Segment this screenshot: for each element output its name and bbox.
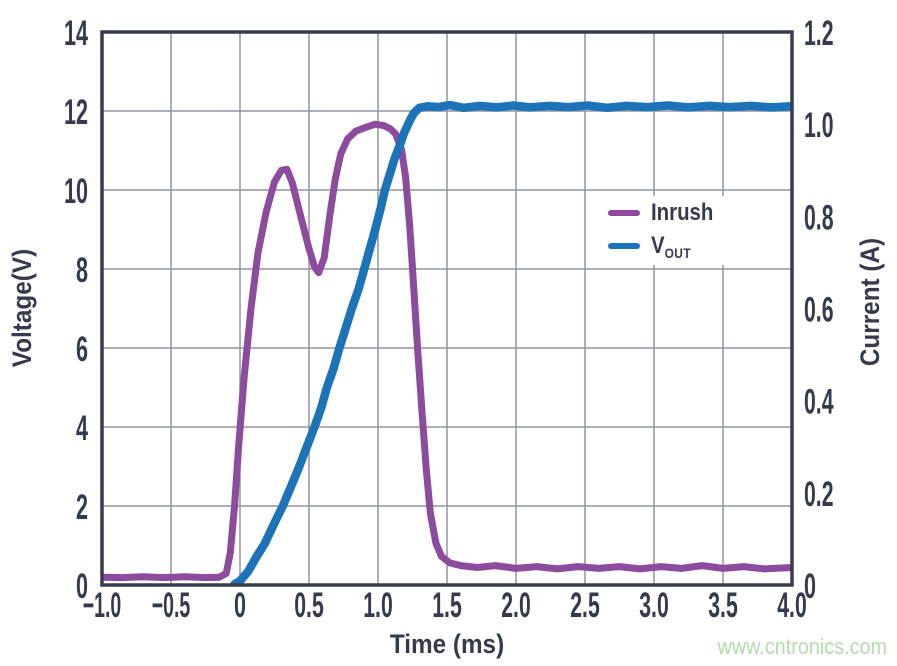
series-inrush-line xyxy=(102,120,792,582)
y-right-tick-label: 0.4 xyxy=(804,383,834,422)
y-left-tick-label: 8 xyxy=(76,251,88,290)
x-tick-label: −1.0 xyxy=(83,586,122,625)
y-right-tick-label: 0 xyxy=(804,567,816,606)
x-tick-label: 0 xyxy=(234,586,246,625)
x-tick-label: 2.0 xyxy=(501,586,531,625)
y-left-tick-label: 4 xyxy=(76,409,88,448)
x-tick-label: 3.5 xyxy=(708,586,738,625)
legend-label-vout: VOUT xyxy=(651,232,692,261)
x-tick-label: 4.0 xyxy=(777,586,807,625)
vout-color-swatch xyxy=(608,242,640,250)
y-left-tick-label: 2 xyxy=(76,488,88,527)
y-right-tick-label: 0.8 xyxy=(804,198,834,237)
y-left-tick-label: 10 xyxy=(64,172,88,211)
x-tick-label: 2.5 xyxy=(570,586,600,625)
legend-item-inrush: Inrush xyxy=(608,199,724,226)
inrush-color-swatch xyxy=(608,209,640,217)
plot-border xyxy=(100,30,794,587)
series-v-out-line xyxy=(230,100,792,586)
x-tick-label: −0.5 xyxy=(152,586,191,625)
x-tick-label: 3.0 xyxy=(639,586,669,625)
x-tick-label: 0.5 xyxy=(294,586,324,625)
y-right-tick-label: 0.6 xyxy=(804,291,834,330)
y-left-tick-label: 14 xyxy=(64,14,88,53)
y-right-tick-label: 0.2 xyxy=(804,475,834,514)
y-axis-title-right: Current (A) xyxy=(855,237,885,367)
legend-item-vout: VOUT xyxy=(608,232,724,261)
x-tick-label: 1.0 xyxy=(363,586,393,625)
y-left-tick-label: 6 xyxy=(76,330,88,369)
y-right-tick-label: 1.2 xyxy=(804,14,834,53)
y-left-tick-label: 12 xyxy=(64,93,88,132)
legend: Inrush VOUT xyxy=(600,196,741,265)
x-tick-label: 1.5 xyxy=(432,586,462,625)
x-axis-title: Time (ms) xyxy=(389,629,505,659)
y-right-tick-label: 1.0 xyxy=(804,106,834,145)
watermark: www.cntronics.com xyxy=(717,634,887,659)
y-left-tick-label: 0 xyxy=(76,567,88,606)
y-axis-title-left: Voltage(V) xyxy=(7,248,37,368)
legend-label-inrush: Inrush xyxy=(651,199,714,226)
